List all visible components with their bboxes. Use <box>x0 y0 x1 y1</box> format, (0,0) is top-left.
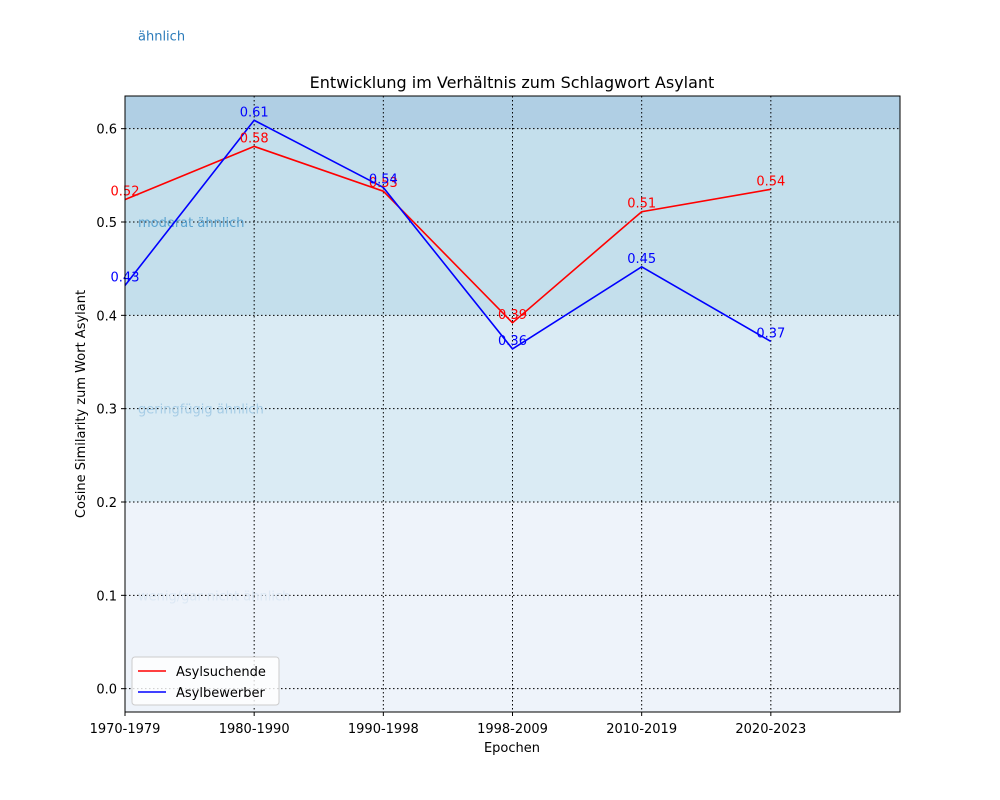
band-label-2: moderat ähnlich <box>138 216 244 231</box>
x-tick-label-4: 2010-2019 <box>606 722 677 737</box>
series-line-asylsuchende <box>124 145 771 324</box>
x-tick-label-3: 1998-2009 <box>477 722 548 737</box>
x-axis-title: Epochen <box>484 741 540 756</box>
band-label-3: ähnlich <box>138 29 185 44</box>
series-line-asylbewerber <box>124 119 772 350</box>
series-lines <box>124 119 772 350</box>
legend-box <box>131 656 280 706</box>
legend-label-asylbewerber: Asylbewerber <box>176 686 265 701</box>
data-label-asylsuchende-3: 0.39 <box>498 308 527 323</box>
y-tick-label-6: 0.6 <box>96 123 117 138</box>
data-label-asylbewerber-3: 0.36 <box>498 334 527 349</box>
data-label-asylbewerber-4: 0.45 <box>627 252 656 267</box>
data-label-asylsuchende-4: 0.51 <box>627 197 656 212</box>
data-labels: 0.520.580.530.390.510.540.430.610.540.36… <box>111 105 786 349</box>
data-label-asylsuchende-1: 0.58 <box>240 131 269 146</box>
y-tick-label-1: 0.1 <box>96 589 117 604</box>
x-tick-label-2: 1990-1998 <box>348 722 419 737</box>
legend: Asylsuchende Asylbewerber <box>131 656 280 706</box>
y-tick-label-5: 0.5 <box>96 216 117 231</box>
data-label-asylbewerber-5: 0.37 <box>756 326 785 341</box>
y-tick-label-2: 0.2 <box>96 496 117 511</box>
y-axis-title: Cosine Similarity zum Wort Asylant <box>74 290 89 518</box>
data-label-asylbewerber-2: 0.54 <box>369 172 398 187</box>
band-label-0: wenig/gar nicht ähnlich <box>138 589 290 604</box>
y-tick-label-4: 0.4 <box>96 309 117 324</box>
x-tick-label-0: 1970-1979 <box>90 722 161 737</box>
data-label-asylsuchende-2: 0.53 <box>369 176 398 191</box>
y-tick-label-0: 0.0 <box>96 683 117 698</box>
band-label-1: geringfügig ähnlich <box>138 403 264 418</box>
legend-label-asylsuchende: Asylsuchende <box>176 665 266 680</box>
y-axis-ticks: 0.0 0.1 0.2 0.3 0.4 0.5 0.6 <box>96 123 125 698</box>
data-label-asylbewerber-1: 0.61 <box>240 105 269 120</box>
band-labels: wenig/gar nicht ähnlich geringfügig ähnli… <box>138 29 290 604</box>
x-axis-ticks: 1970-1979 1980-1990 1990-1998 1998-2009 2010… <box>90 712 806 737</box>
data-label-asylsuchende-5: 0.54 <box>756 174 785 189</box>
x-tick-label-1: 1980-1990 <box>219 722 290 737</box>
x-tick-label-5: 2020-2023 <box>735 722 806 737</box>
chart-title: Entwicklung im Verhältnis zum Schlagwort… <box>310 73 715 92</box>
y-tick-label-3: 0.3 <box>96 403 117 418</box>
